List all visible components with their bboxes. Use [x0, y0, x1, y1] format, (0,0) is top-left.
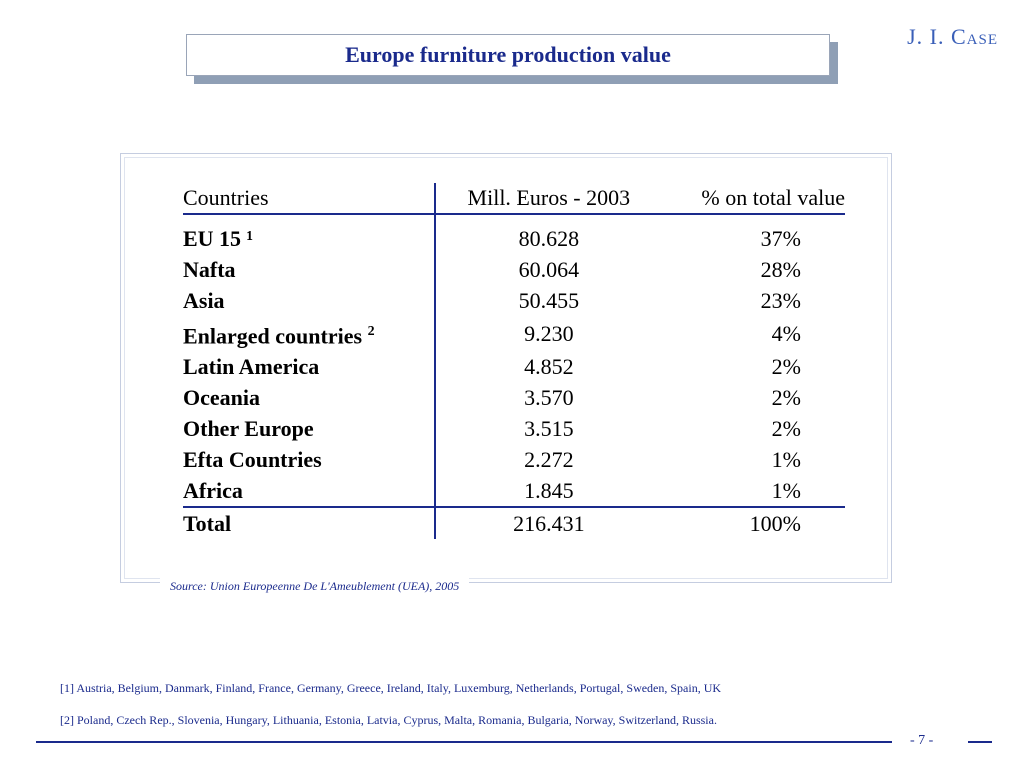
percent-cell: 1% — [771, 447, 801, 473]
country-name: Efta Countries — [183, 447, 322, 473]
value-cell: 4.852 — [434, 351, 662, 383]
footnote-2: [2] Poland, Czech Rep., Slovenia, Hungar… — [60, 713, 717, 727]
table-row: Latin America 4.852 2% — [183, 351, 845, 383]
header-value: Mill. Euros - 2003 — [434, 183, 662, 215]
table-row: Efta Countries 2.272 1% — [183, 444, 845, 476]
value-cell: 2.272 — [434, 444, 662, 476]
country-name: Africa — [183, 478, 243, 504]
country-cell: EU 15 ¹ — [183, 214, 435, 254]
footer-rule-right — [968, 741, 992, 743]
table-row: Asia 50.455 23% — [183, 285, 845, 316]
value-cell: 3.570 — [434, 382, 662, 414]
country-cell: Nafta — [183, 254, 435, 285]
total-percent: 100% — [749, 511, 801, 537]
table-row: Other Europe 3.515 2% — [183, 413, 845, 445]
percent-cell: 28% — [760, 257, 801, 282]
country-name: Oceania — [183, 385, 260, 411]
country-cell: Oceania — [183, 382, 435, 413]
country-cell: Asia — [183, 285, 435, 316]
country-cell: Latin America — [183, 351, 435, 382]
value-cell: 60.064 — [434, 254, 662, 285]
country-cell: Efta Countries — [183, 444, 435, 475]
source-container: Source: Union Europeenne De L'Ameublemen… — [160, 577, 470, 593]
table-frame-outer — [120, 153, 892, 583]
table-row: Nafta 60.064 28% — [183, 254, 845, 285]
country-name: Other Europe — [183, 416, 314, 442]
country-cell: Enlarged countries 2 — [183, 316, 435, 351]
table-row: EU 15 ¹ 80.628 37% — [183, 214, 845, 254]
value-cell: 1.845 — [434, 475, 662, 509]
table-row: Oceania 3.570 2% — [183, 382, 845, 414]
production-table: Countries Mill. Euros - 2003 % on total … — [183, 183, 845, 540]
country-name: Enlarged countries — [183, 323, 363, 349]
title-box: Europe furniture production value — [186, 34, 830, 76]
percent-cell: 37% — [760, 226, 801, 251]
data-table: Countries Mill. Euros - 2003 % on total … — [183, 183, 845, 540]
country-name: EU 15 ¹ — [183, 226, 254, 251]
table-row: Enlarged countries 2 9.230 4% — [183, 316, 845, 352]
header-percent: % on total value — [661, 183, 845, 215]
value-cell: 9.230 — [434, 316, 662, 352]
total-value: 216.431 — [434, 507, 662, 540]
value-cell: 80.628 — [434, 214, 662, 254]
percent-cell: 4% — [771, 321, 801, 347]
percent-cell: 23% — [760, 288, 801, 313]
country-name: Asia — [183, 288, 225, 313]
percent-cell: 2% — [771, 416, 801, 442]
company-logo: J. I. Case — [907, 24, 998, 49]
footnote-1: [1] Austria, Belgium, Danmark, Finland, … — [60, 681, 722, 695]
percent-cell: 2% — [771, 385, 801, 411]
value-cell: 3.515 — [434, 413, 662, 445]
percent-cell: 1% — [661, 475, 845, 509]
source-note: Source: Union Europeenne De L'Ameublemen… — [170, 579, 460, 593]
percent-cell: 2% — [771, 354, 801, 380]
country-name: Nafta — [183, 257, 236, 282]
country-cell: Other Europe — [183, 413, 435, 444]
country-name: Latin America — [183, 354, 320, 380]
header-countries: Countries — [183, 183, 436, 215]
table-frame-inner — [124, 157, 888, 579]
footnote-marker: 2 — [367, 324, 375, 339]
total-row: Total 216.431 100% — [183, 507, 845, 540]
page-number: - 7 - — [910, 733, 934, 748]
table-row: Africa 1.845 1% — [183, 475, 845, 509]
value-cell: 50.455 — [434, 285, 662, 316]
footer-rule — [36, 741, 892, 743]
total-label: Total — [183, 511, 232, 537]
country-cell: Africa — [183, 475, 436, 509]
slide-title: Europe furniture production value — [345, 42, 671, 67]
table-header-row: Countries Mill. Euros - 2003 % on total … — [183, 183, 845, 215]
